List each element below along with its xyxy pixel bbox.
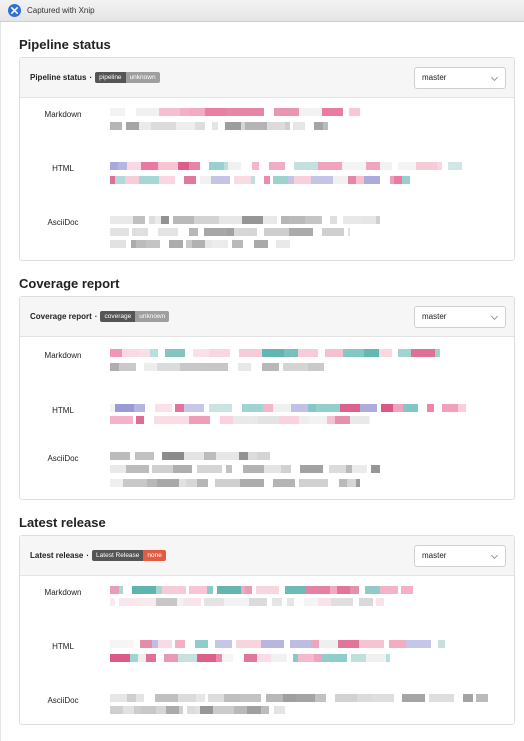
chevron-down-icon <box>490 551 499 560</box>
snippet-blurred[interactable] <box>110 654 390 662</box>
card-label: Latest release <box>30 551 84 560</box>
snippet-blurred[interactable] <box>110 240 290 248</box>
snippet-blurred[interactable] <box>110 479 360 487</box>
badge-card: Latest release · Latest Release none mas… <box>19 535 515 725</box>
section-pipeline-status: Pipeline status Pipeline status · pipeli… <box>19 37 515 261</box>
left-border <box>0 22 1 741</box>
card-header: Coverage report · coverage unknown maste… <box>20 297 514 337</box>
separator: · <box>86 551 90 560</box>
snippet-blurred[interactable] <box>110 598 390 606</box>
row-label: AsciiDoc <box>47 696 79 705</box>
window-title: Captured with Xnip <box>27 6 95 15</box>
snippet-blurred[interactable] <box>110 404 466 412</box>
xnip-icon <box>8 4 21 17</box>
card-header: Pipeline status · pipeline unknown maste… <box>20 58 514 98</box>
snippet-blurred[interactable] <box>110 640 445 648</box>
row-label: Markdown <box>44 588 82 597</box>
snippet-blurred[interactable] <box>110 452 270 460</box>
branch-select[interactable]: master <box>414 545 506 567</box>
row-label: AsciiDoc <box>47 218 79 227</box>
separator: · <box>89 73 93 82</box>
branch-select-value: master <box>422 73 447 82</box>
window-titlebar: Captured with Xnip <box>0 0 524 22</box>
badge-card: Coverage report · coverage unknown maste… <box>19 296 515 500</box>
branch-select-value: master <box>422 312 447 321</box>
branch-select[interactable]: master <box>414 67 506 89</box>
row-label: Markdown <box>44 110 82 119</box>
chevron-down-icon <box>490 312 499 321</box>
snippet-blurred[interactable] <box>110 176 410 184</box>
row-label: AsciiDoc <box>47 454 79 463</box>
snippet-blurred[interactable] <box>110 586 415 594</box>
chevron-down-icon <box>490 73 499 82</box>
snippet-blurred[interactable] <box>110 108 360 116</box>
snippet-blurred[interactable] <box>110 228 350 236</box>
snippet-blurred[interactable] <box>110 363 325 371</box>
release-badge: Latest Release none <box>92 550 166 561</box>
snippet-blurred[interactable] <box>110 416 370 424</box>
snippet-blurred[interactable] <box>110 694 488 702</box>
snippet-blurred[interactable] <box>110 162 462 170</box>
section-coverage-report: Coverage report Coverage report · covera… <box>19 276 515 500</box>
snippet-blurred[interactable] <box>110 706 285 714</box>
badge-left: pipeline <box>95 72 126 83</box>
badge-right: none <box>143 550 166 561</box>
section-title: Coverage report <box>19 276 120 291</box>
badge-right: unknown <box>135 311 170 322</box>
badge-left: Latest Release <box>92 550 144 561</box>
card-label: Pipeline status <box>30 73 87 82</box>
snippet-blurred[interactable] <box>110 122 330 130</box>
status-badge: pipeline unknown <box>95 72 160 83</box>
card-label: Coverage report <box>30 312 92 321</box>
badge-card: Pipeline status · pipeline unknown maste… <box>19 57 515 261</box>
separator: · <box>94 312 98 321</box>
row-label: HTML <box>52 642 74 651</box>
coverage-badge: coverage unknown <box>100 311 170 322</box>
section-title: Latest release <box>19 515 106 530</box>
snippet-blurred[interactable] <box>110 465 380 473</box>
card-header: Latest release · Latest Release none mas… <box>20 536 514 576</box>
snippet-blurred[interactable] <box>110 349 440 357</box>
snippet-blurred[interactable] <box>110 216 380 224</box>
branch-select[interactable]: master <box>414 306 506 328</box>
row-label: Markdown <box>44 351 82 360</box>
badge-right: unknown <box>125 72 160 83</box>
badge-left: coverage <box>100 311 136 322</box>
branch-select-value: master <box>422 551 447 560</box>
row-label: HTML <box>52 406 74 415</box>
row-label: HTML <box>52 164 74 173</box>
section-title: Pipeline status <box>19 37 111 52</box>
section-latest-release: Latest release Latest release · Latest R… <box>19 515 515 725</box>
